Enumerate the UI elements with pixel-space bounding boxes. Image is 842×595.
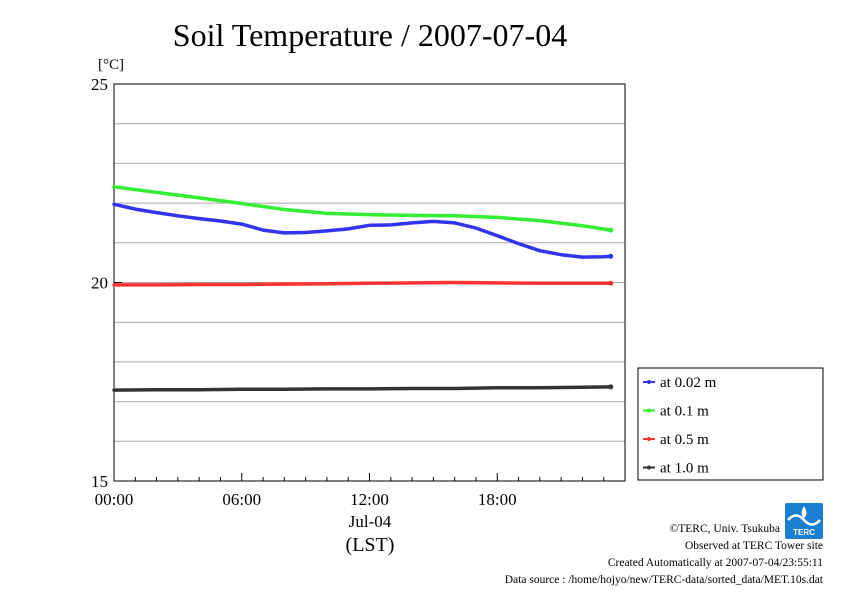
y-tick-label: 15: [91, 472, 108, 491]
series-line-at-0-02-m: [112, 202, 613, 259]
credit-copyright: ©TERC, Univ. Tsukuba: [670, 523, 780, 535]
y-tick-label: 25: [91, 75, 108, 94]
series-lines: [112, 185, 614, 392]
x-axis-ticks: 00:00 06:00 12:00 18:00: [95, 473, 605, 509]
terc-logo-wave-icon: [787, 514, 821, 526]
legend-label: at 0.1 m: [660, 404, 709, 420]
x-axis-date-label: Jul-04: [349, 512, 392, 531]
terc-logo: TERC: [785, 503, 823, 539]
y-axis-ticks: 15 20 25: [91, 75, 122, 491]
series-line-at-1-0-m: [112, 385, 613, 392]
x-tick-label: 06:00: [222, 490, 261, 509]
x-tick-label: 18:00: [478, 490, 517, 509]
legend-marker: [647, 408, 651, 413]
x-tick-label: 00:00: [95, 490, 134, 509]
y-tick-label: 20: [91, 274, 108, 293]
legend-marker: [647, 380, 651, 384]
x-axis-label: (LST): [346, 534, 395, 556]
y-axis-unit: [°C]: [98, 57, 124, 73]
legend-marker: [647, 437, 651, 441]
credit-source: Data source : /home/hojyo/new/TERC-data/…: [505, 574, 824, 586]
series-end-marker: [608, 253, 614, 259]
series-end-marker: [608, 384, 614, 390]
x-tick-label: 12:00: [350, 490, 389, 509]
legend-label: at 1.0 m: [660, 461, 709, 477]
legend: at 0.02 m at 0.1 m at 0.5 m at 1.0 m: [637, 367, 824, 481]
chart-title: Soil Temperature / 2007-07-04: [173, 17, 567, 53]
series-end-marker: [608, 227, 614, 233]
credit-observed: Observed at TERC Tower site: [685, 540, 823, 552]
legend-box: [637, 367, 824, 481]
credit-created: Created Automatically at 2007-07-04/23:5…: [608, 557, 823, 569]
legend-label: at 0.02 m: [660, 375, 717, 391]
legend-label: at 0.5 m: [660, 432, 709, 448]
series-line-at-0-5-m: [112, 280, 613, 287]
terc-logo-drop-icon: [801, 506, 807, 518]
series-end-marker: [608, 280, 614, 286]
legend-marker: [647, 465, 651, 470]
series-line-at-0-1-m: [112, 185, 613, 232]
terc-logo-text: TERC: [793, 528, 815, 537]
